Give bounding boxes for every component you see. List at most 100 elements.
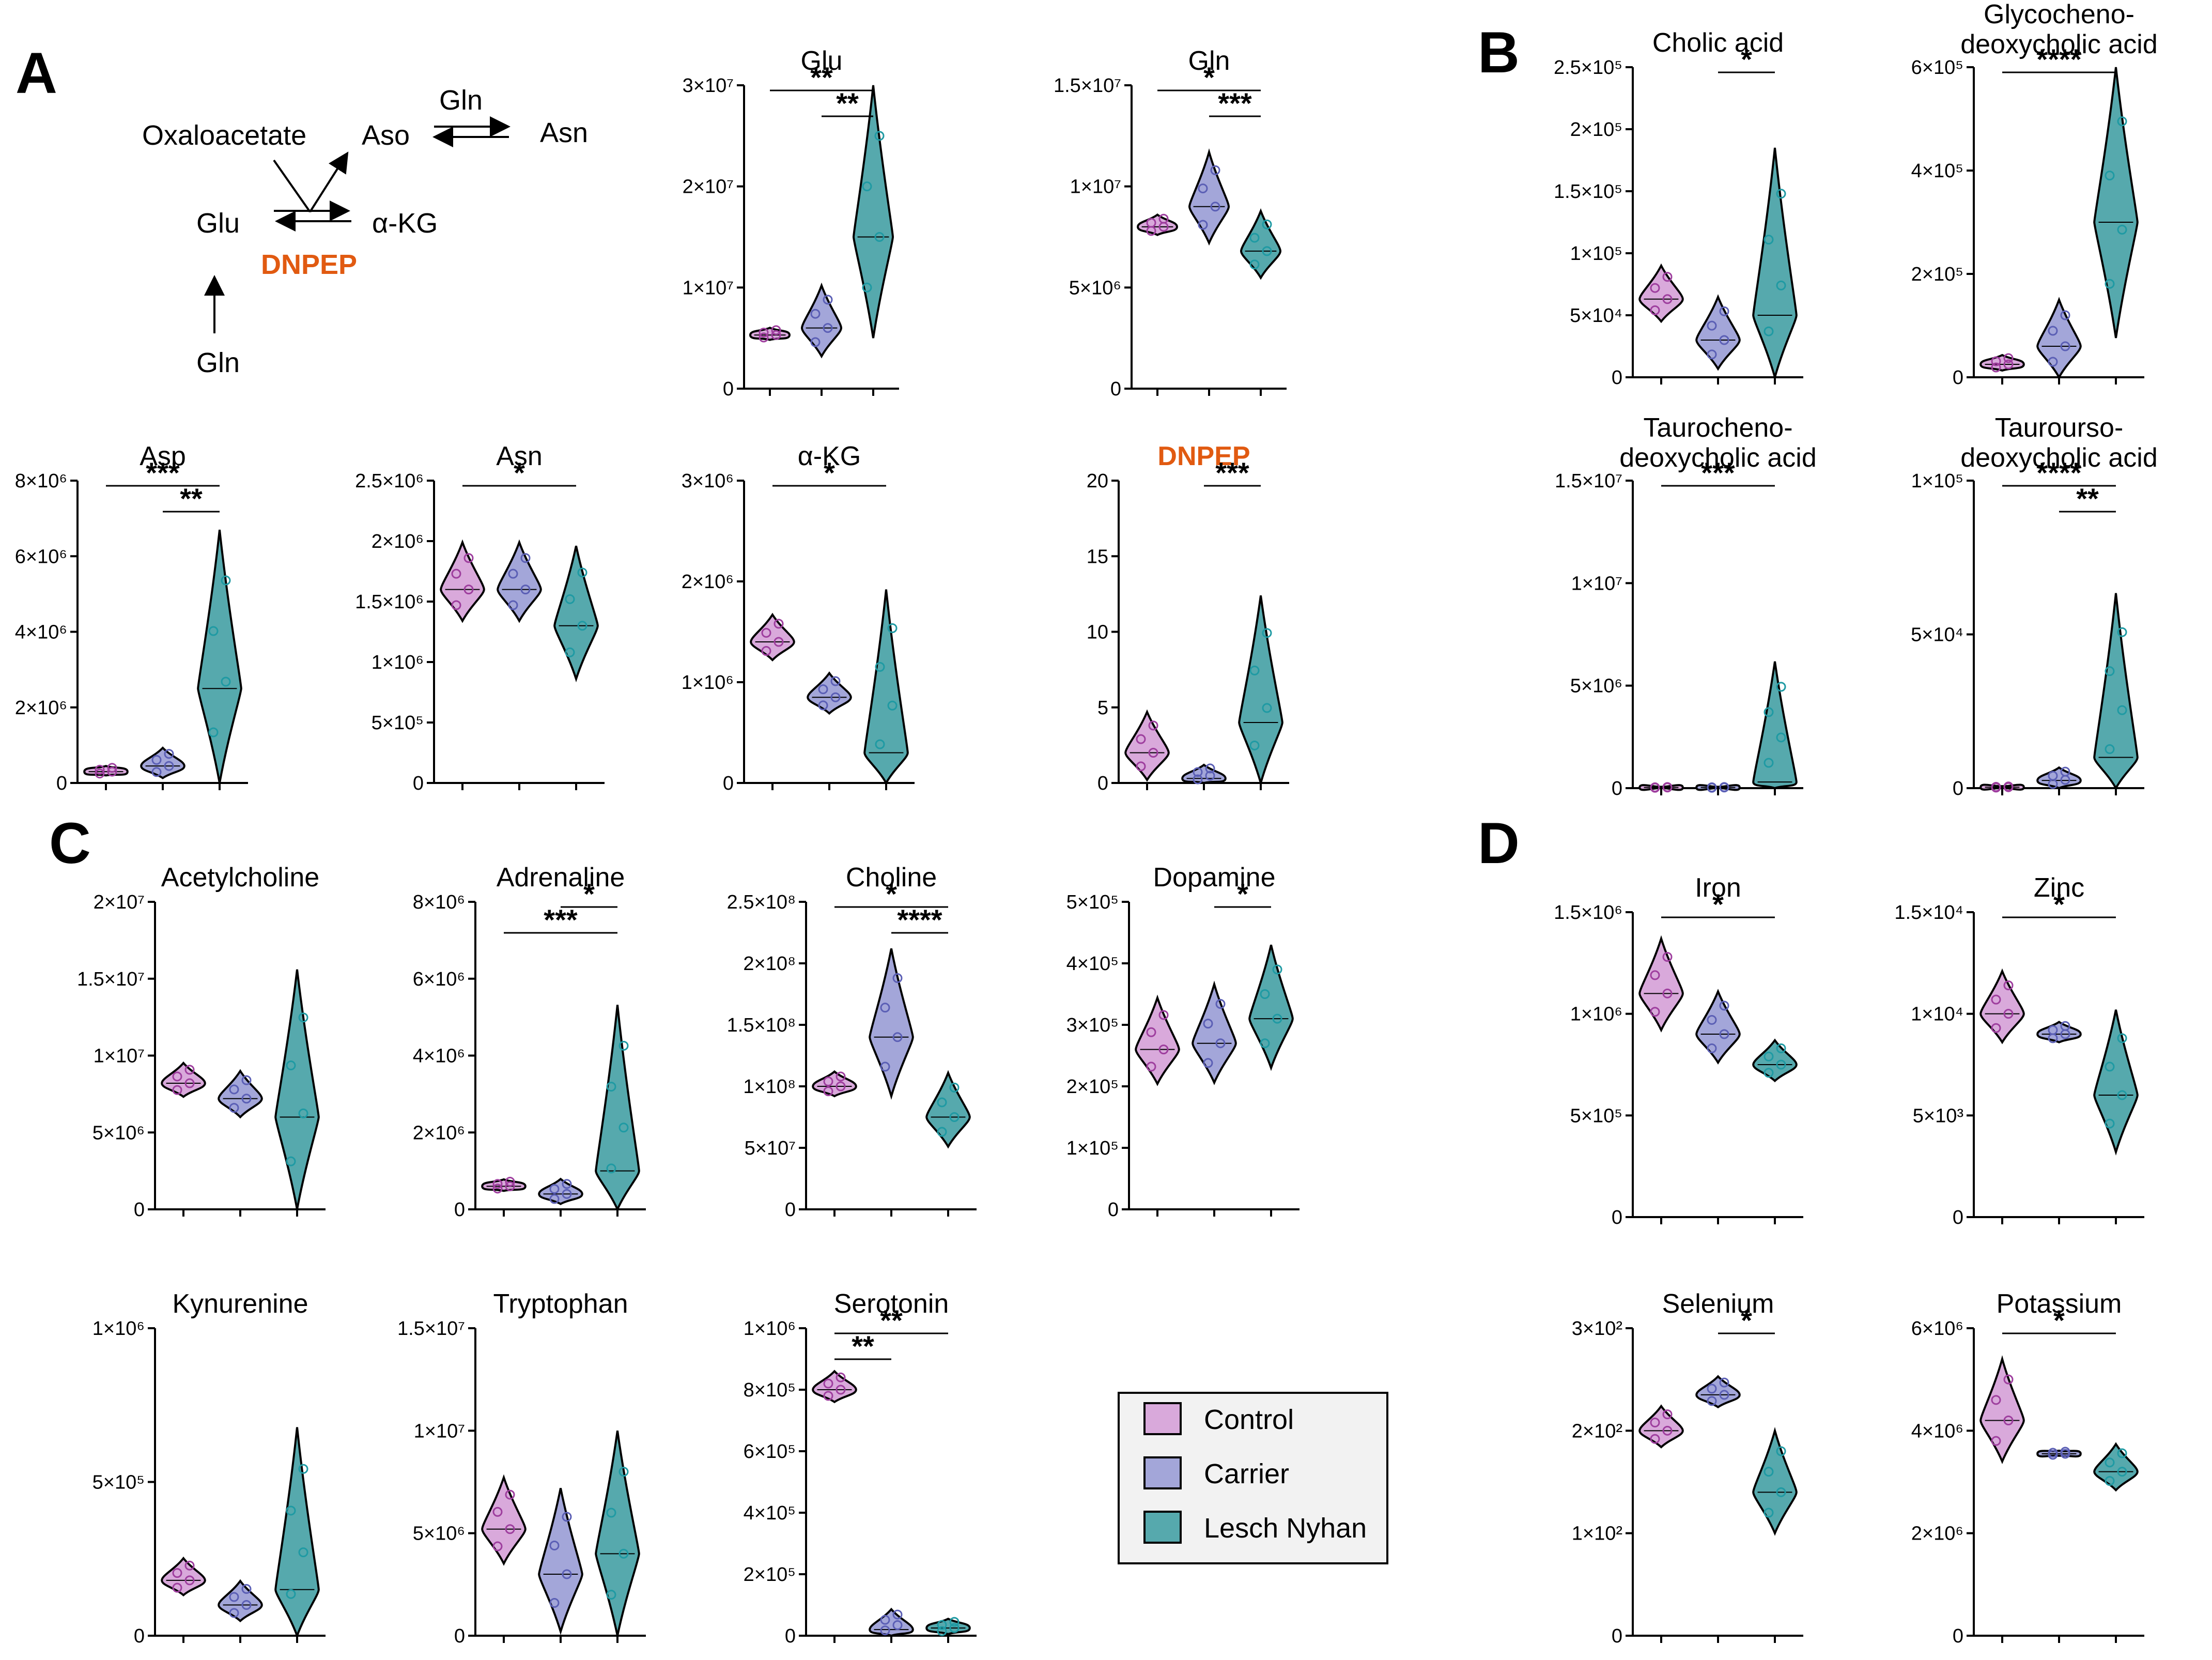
data-point <box>549 1540 560 1550</box>
data-point <box>229 1103 239 1113</box>
violin-carrier <box>1188 148 1230 246</box>
data-point <box>862 181 872 192</box>
data-point <box>298 1547 308 1558</box>
chart-tryptophan: 0 5×10⁶ 1×10⁷ 1.5×10⁷ Tryptophan <box>397 1289 646 1647</box>
significance-label: * <box>514 456 525 489</box>
data-point <box>2105 1476 2115 1486</box>
data-point <box>1193 767 1203 777</box>
data-point <box>2060 310 2070 320</box>
chart-title: Choline <box>846 863 937 893</box>
y-tick-label: 5×10⁷ <box>745 1138 796 1159</box>
legend-swatch-carrier <box>1143 1456 1182 1489</box>
data-point <box>2105 279 2115 289</box>
panel-label-a: A <box>16 41 57 105</box>
violin-carrier <box>538 1488 583 1636</box>
significance-label: ** <box>880 1304 903 1336</box>
data-point <box>241 1584 252 1594</box>
violin-lesch-nyhan <box>1752 661 1798 790</box>
chart-zinc: 0 5×10³ 1×10⁴ 1.5×10⁴ Zinc* <box>1894 873 2144 1228</box>
y-tick-label: 6×10⁶ <box>1911 1318 1963 1340</box>
data-point <box>1991 994 2001 1005</box>
data-point <box>2048 326 2058 336</box>
y-tick-label: 5×10³ <box>1913 1105 1963 1127</box>
violin-lesch-nyhan <box>274 1427 320 1639</box>
violin-lesch-nyhan <box>925 1070 971 1149</box>
y-tick-label: 2.5×10⁵ <box>1554 57 1622 79</box>
data-point <box>562 1189 572 1199</box>
y-tick-label: 1.5×10⁷ <box>1555 470 1622 492</box>
data-point <box>505 1176 515 1187</box>
data-point <box>810 337 821 347</box>
chart-iron: 0 5×10⁵ 1×10⁶ 1.5×10⁶ Iron* <box>1554 873 1803 1228</box>
y-tick-label: 0 <box>1953 367 1963 389</box>
data-point <box>1991 356 2001 366</box>
chart-asn: 0 5×10⁵ 1×10⁶ 1.5×10⁶ 2×10⁶ 2.5×10⁶ Asn* <box>355 441 605 794</box>
y-tick-label: 2×10⁵ <box>1911 264 1963 285</box>
data-point <box>1776 1487 1786 1497</box>
data-point <box>761 627 771 638</box>
violin-control <box>481 1474 527 1566</box>
data-point <box>1262 628 1272 638</box>
data-point <box>2105 1118 2115 1129</box>
chart-acetylcholine: 0 5×10⁶ 1×10⁷ 1.5×10⁷ 2×10⁷ Acetylcholine <box>77 863 326 1221</box>
panel-label-d: D <box>1478 811 1520 875</box>
y-tick-label: 0 <box>1612 778 1622 800</box>
data-point <box>562 1179 572 1189</box>
violin-carrier <box>497 539 542 623</box>
violin-lesch-nyhan <box>852 85 894 339</box>
violin-control <box>1979 353 2025 372</box>
violin-lesch-nyhan <box>1240 208 1282 280</box>
violin-control <box>812 1370 857 1404</box>
significance-label: * <box>1712 888 1724 920</box>
chart-akg: 0 1×10⁶ 2×10⁶ 3×10⁶ α-KG* <box>682 441 915 794</box>
y-tick-label: 5×10⁵ <box>1570 1105 1622 1127</box>
y-tick-label: 1×10⁷ <box>94 1046 145 1067</box>
y-tick-label: 1.5×10⁷ <box>397 1318 465 1340</box>
y-tick-label: 0 <box>134 1625 145 1647</box>
data-point <box>1136 761 1146 772</box>
data-point <box>164 749 174 759</box>
data-point <box>1650 1417 1660 1427</box>
data-point <box>862 282 872 293</box>
data-point <box>286 1060 296 1071</box>
data-point <box>1719 335 1729 345</box>
data-point <box>241 1094 252 1104</box>
data-point <box>1707 320 1717 331</box>
data-point <box>95 764 105 775</box>
significance-label: ** <box>836 87 859 119</box>
y-tick-label: 5×10⁵ <box>372 712 424 734</box>
violin-carrier <box>869 1607 914 1637</box>
data-point <box>562 1512 572 1522</box>
data-point <box>892 1620 903 1631</box>
significance-label: * <box>1741 1304 1752 1336</box>
data-point <box>1764 326 1774 336</box>
y-tick-label: 5 <box>1097 697 1108 719</box>
y-tick-label: 0 <box>785 1199 796 1221</box>
chart-title: Kynurenine <box>172 1289 308 1319</box>
y-tick-label: 4×10⁵ <box>1911 160 1963 182</box>
data-point <box>1249 740 1260 750</box>
data-point <box>1146 1027 1156 1037</box>
y-tick-label: 4×10⁶ <box>1911 1420 1963 1442</box>
data-point <box>565 594 575 604</box>
y-tick-label: 1.5×10⁸ <box>727 1015 796 1036</box>
data-point <box>1764 235 1774 245</box>
y-tick-label: 2×10⁶ <box>413 1122 465 1144</box>
data-point <box>836 1372 846 1382</box>
significance-label: *** <box>1218 87 1252 119</box>
data-point <box>892 973 903 983</box>
significance-label: *** <box>544 903 578 936</box>
schematic-aso: Aso <box>362 120 410 151</box>
y-tick-label: 8×10⁶ <box>413 892 465 913</box>
data-point <box>2117 1467 2127 1477</box>
data-point <box>1776 189 1786 199</box>
data-point <box>95 768 105 779</box>
data-point <box>1650 782 1660 792</box>
chart-selenium: 0 1×10² 2×10² 3×10² Selenium* <box>1572 1289 1803 1647</box>
data-point <box>1158 1044 1169 1055</box>
violin-control <box>749 327 791 341</box>
violin-carrier <box>538 1177 583 1205</box>
chart-title: Acetylcholine <box>161 863 319 893</box>
